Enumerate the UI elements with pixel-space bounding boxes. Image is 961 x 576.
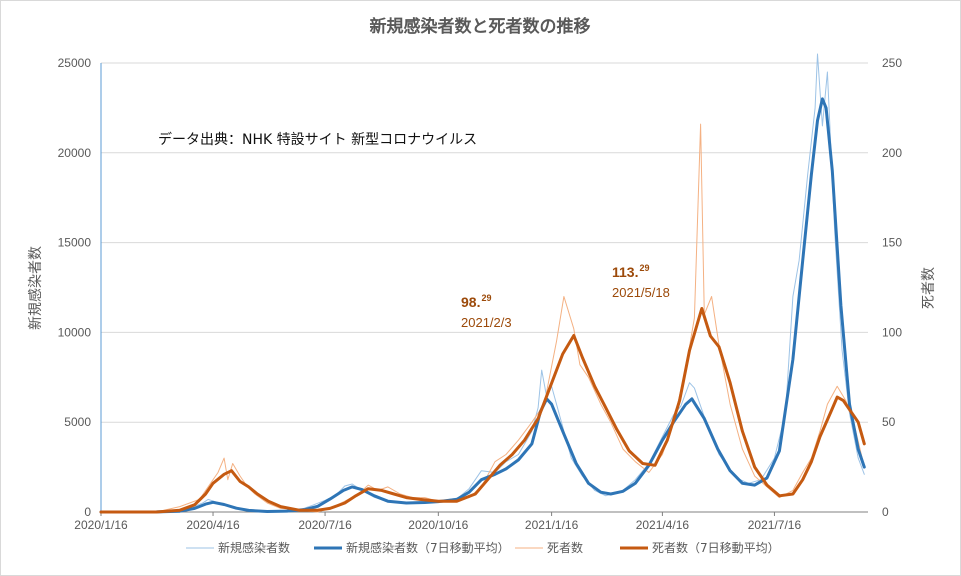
- right-axis-ticks: 0 50 100 150 200 250: [882, 56, 902, 519]
- gridlines: [101, 62, 868, 423]
- annotation-value: 98.: [461, 294, 480, 310]
- legend-label: 新規感染者数: [218, 540, 290, 555]
- left-axis-label: 新規感染者数: [27, 246, 44, 330]
- x-tick-label: 2020/7/16: [298, 518, 352, 532]
- series-lines: [99, 53, 866, 514]
- annotation-date: 2021/5/18: [612, 285, 670, 300]
- annotation-superscript: 29: [481, 293, 491, 303]
- annotation-superscript: 29: [639, 263, 649, 273]
- left-tick-label: 5000: [64, 415, 91, 429]
- x-tick-label: 2020/4/16: [186, 518, 240, 532]
- left-tick-label: 15000: [58, 236, 92, 250]
- right-tick-label: 50: [882, 415, 896, 429]
- x-tick-label: 2021/1/16: [525, 518, 579, 532]
- series-line-cases-avg: [99, 97, 866, 514]
- chart-title: 新規感染者数と死者数の推移: [370, 16, 591, 37]
- annotation-date: 2021/2/3: [461, 315, 512, 330]
- series-line-cases-daily: [100, 53, 865, 513]
- x-axis-ticks: 2020/1/16 2020/4/16 2020/7/16 2020/10/16 202…: [74, 512, 801, 532]
- left-tick-label: 25000: [58, 56, 92, 70]
- right-tick-label: 0: [882, 505, 889, 519]
- x-tick-label: 2020/10/16: [408, 518, 468, 532]
- left-tick-label: 0: [84, 505, 91, 519]
- right-tick-label: 200: [882, 146, 902, 160]
- left-tick-label: 10000: [58, 325, 92, 339]
- legend: 新規感染者数 新規感染者数（7日移動平均） 死者数 死者数（7日移動平均）: [186, 540, 780, 555]
- right-axis-label: 死者数: [921, 267, 937, 309]
- series-line-deaths-avg: [99, 307, 866, 514]
- x-tick-label: 2021/4/16: [636, 518, 690, 532]
- legend-label: 死者数: [547, 540, 583, 555]
- x-tick-label: 2020/1/16: [74, 518, 128, 532]
- annotation-value: 113.: [612, 264, 638, 280]
- left-tick-label: 20000: [58, 146, 92, 160]
- source-note: データ出典：NHK 特設サイト 新型コロナウイルス: [158, 131, 477, 148]
- right-tick-label: 250: [882, 56, 902, 70]
- right-tick-label: 150: [882, 236, 902, 250]
- x-tick-label: 2021/7/16: [748, 518, 802, 532]
- right-tick-label: 100: [882, 325, 902, 339]
- left-axis-ticks: 0 5000 10000 15000 20000 25000: [58, 56, 92, 519]
- legend-label: 新規感染者数（7日移動平均）: [346, 540, 510, 555]
- legend-label: 死者数（7日移動平均）: [652, 540, 780, 555]
